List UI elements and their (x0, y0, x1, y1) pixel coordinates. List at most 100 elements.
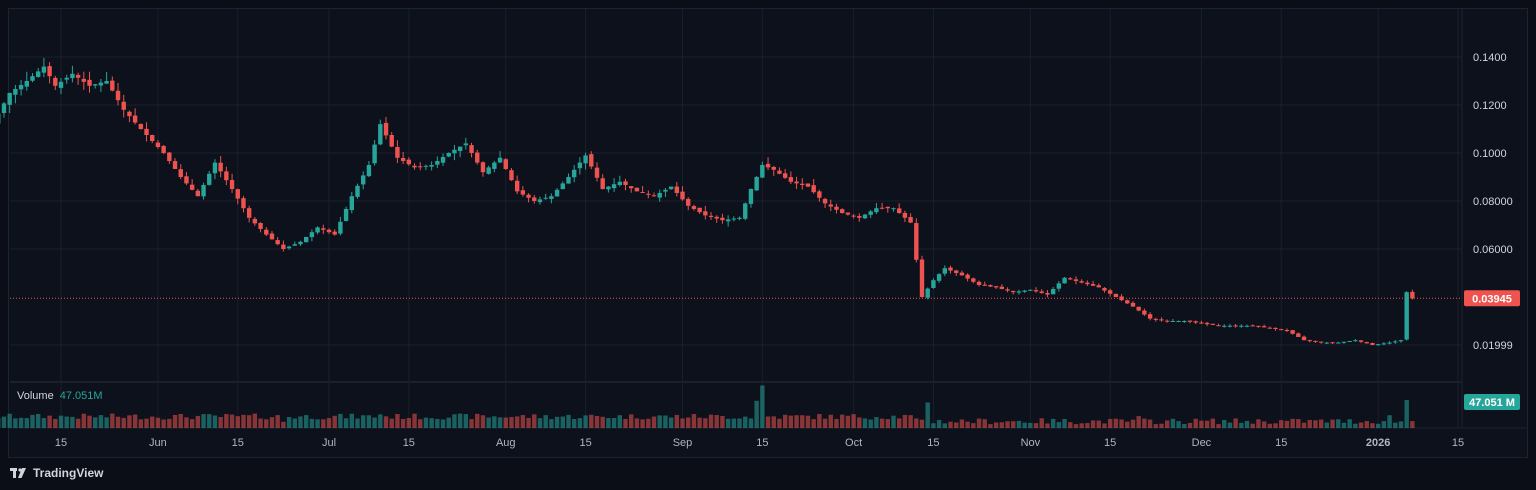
candle[interactable] (1261, 324, 1267, 328)
candle[interactable] (355, 183, 360, 199)
candle[interactable] (338, 216, 343, 236)
candle[interactable] (566, 173, 571, 184)
candle[interactable] (361, 171, 366, 190)
candle[interactable] (1381, 342, 1387, 346)
candle[interactable] (246, 205, 252, 223)
candle[interactable] (1130, 301, 1136, 307)
candle[interactable] (1068, 277, 1073, 281)
candle[interactable] (469, 142, 474, 158)
candle[interactable] (224, 166, 229, 186)
candle[interactable] (526, 193, 531, 203)
candle[interactable] (857, 213, 862, 222)
candle[interactable] (241, 195, 246, 213)
candle[interactable] (1, 102, 7, 118)
candle[interactable] (851, 213, 856, 219)
candle[interactable] (389, 132, 394, 148)
candle[interactable] (828, 199, 833, 212)
candle[interactable] (64, 74, 69, 84)
candle[interactable] (366, 160, 372, 178)
candle[interactable] (275, 237, 280, 246)
candle[interactable] (982, 281, 987, 286)
candle[interactable] (948, 265, 953, 274)
candle[interactable] (172, 158, 178, 170)
candle[interactable] (532, 194, 537, 204)
candle[interactable] (1313, 340, 1318, 343)
candle[interactable] (617, 175, 622, 187)
candle[interactable] (737, 216, 742, 221)
candle[interactable] (549, 193, 554, 204)
candle[interactable] (1364, 341, 1369, 344)
candle[interactable] (184, 172, 189, 186)
candle[interactable] (600, 174, 605, 190)
candle[interactable] (589, 151, 594, 170)
candle[interactable] (70, 65, 75, 83)
candle[interactable] (543, 193, 548, 200)
candle[interactable] (765, 157, 771, 171)
candle[interactable] (817, 189, 822, 202)
candle[interactable] (81, 71, 87, 90)
candle[interactable] (800, 178, 805, 190)
candle[interactable] (1410, 289, 1415, 300)
candle[interactable] (41, 57, 47, 78)
candle[interactable] (1199, 320, 1204, 324)
candle[interactable] (1182, 320, 1187, 323)
candle[interactable] (748, 188, 754, 208)
candle[interactable] (1336, 341, 1341, 344)
candle[interactable] (1073, 276, 1079, 285)
candle[interactable] (332, 229, 337, 236)
candle[interactable] (1393, 340, 1398, 344)
candle[interactable] (708, 212, 714, 220)
candle[interactable] (1096, 283, 1101, 288)
candle[interactable] (1307, 339, 1312, 343)
candle[interactable] (805, 183, 811, 188)
candle[interactable] (298, 240, 303, 247)
candle[interactable] (1016, 289, 1022, 295)
candle[interactable] (714, 215, 719, 223)
candle[interactable] (1056, 281, 1062, 292)
candle[interactable] (537, 196, 543, 205)
candle[interactable] (834, 203, 839, 214)
candle[interactable] (1153, 317, 1158, 322)
candle[interactable] (1204, 321, 1210, 327)
candle[interactable] (480, 161, 486, 177)
candle[interactable] (1370, 342, 1375, 346)
candle[interactable] (412, 163, 417, 170)
candle[interactable] (463, 137, 469, 150)
candle[interactable] (925, 287, 930, 300)
candle[interactable] (47, 62, 52, 84)
candle[interactable] (475, 149, 480, 165)
candle[interactable] (1193, 320, 1198, 325)
candle[interactable] (919, 255, 925, 298)
candle[interactable] (24, 71, 29, 91)
candle[interactable] (258, 222, 263, 233)
candle[interactable] (1159, 317, 1164, 322)
candle[interactable] (1301, 335, 1307, 341)
candle[interactable] (53, 75, 58, 90)
candle[interactable] (663, 187, 668, 197)
candle[interactable] (235, 188, 240, 205)
candle[interactable] (1090, 280, 1096, 287)
candle[interactable] (965, 273, 970, 282)
candle[interactable] (418, 162, 423, 171)
candle[interactable] (326, 228, 332, 234)
candle[interactable] (75, 72, 81, 85)
candle[interactable] (794, 176, 799, 190)
candle[interactable] (1387, 341, 1392, 345)
candle[interactable] (999, 284, 1005, 290)
candle[interactable] (35, 68, 41, 78)
candle[interactable] (1267, 326, 1273, 329)
candle[interactable] (161, 144, 166, 155)
candle[interactable] (1022, 289, 1027, 293)
candle[interactable] (634, 187, 640, 192)
candle[interactable] (862, 213, 868, 219)
candle[interactable] (1233, 323, 1238, 328)
candle[interactable] (1125, 299, 1130, 304)
candle[interactable] (229, 173, 235, 193)
candle[interactable] (503, 158, 508, 170)
candle[interactable] (668, 186, 674, 190)
candle[interactable] (697, 207, 702, 214)
candle[interactable] (839, 208, 845, 214)
candle[interactable] (1284, 328, 1290, 333)
candle[interactable] (594, 162, 600, 182)
candle[interactable] (1062, 277, 1067, 284)
